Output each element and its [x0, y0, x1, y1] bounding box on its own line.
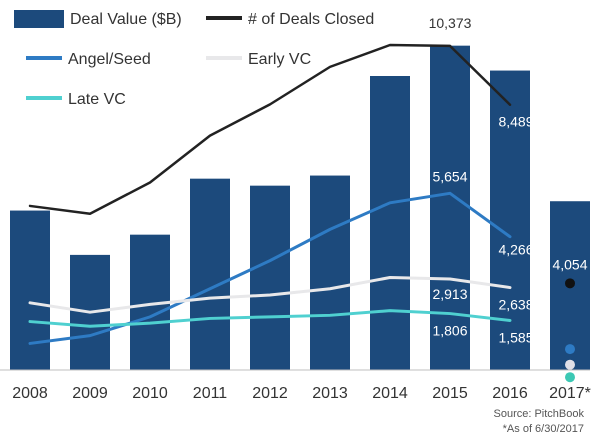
- legend-label-of-deals-closed: # of Deals Closed: [248, 11, 374, 28]
- bar-2008: [10, 210, 50, 370]
- line-late-vc: [28, 309, 512, 328]
- point-label-of-deals-closed-2015: 10,373: [429, 15, 472, 31]
- point-label-early-vc-2015: 2,913: [432, 286, 467, 302]
- point-label-early-vc-2016: 2,638: [498, 297, 533, 313]
- x-tick-labels: 2008 2009 2010 2011 2012 2013 2014 2015 2016 2017…: [12, 385, 591, 402]
- point-labels-layer: 10,373 8,489 5,654 4,266 2,913 2,638 1,806 1,58…: [429, 15, 588, 346]
- lines-layer: [28, 43, 575, 383]
- x-tick-2011: 2011: [193, 385, 228, 402]
- x-tick-2014: 2014: [372, 385, 408, 402]
- point-label-late-vc-2016: 1,585: [498, 329, 533, 345]
- legend-swatch-deal-value-b: [14, 10, 64, 28]
- legend-label-angel-seed: Angel/Seed: [68, 51, 151, 68]
- point-label-angel-seed-2016: 4,266: [498, 242, 533, 258]
- line-early-vc: [28, 276, 512, 314]
- bar-2015: [430, 45, 470, 371]
- point-2017-angel-seed: [565, 344, 575, 355]
- line-of-deals-closed: [28, 43, 512, 215]
- bar-2012: [250, 185, 290, 370]
- x-tick-2008: 2008: [12, 385, 48, 402]
- point-2017-of-deals-closed: [565, 278, 575, 289]
- legend-label-deal-value-b: Deal Value ($B): [70, 11, 182, 28]
- bar-2011: [190, 178, 230, 370]
- bars-layer: [10, 45, 590, 371]
- x-tick-2015: 2015: [432, 385, 468, 402]
- footnote: *As of 6/30/2017: [502, 423, 584, 435]
- x-tick-2010: 2010: [132, 385, 168, 402]
- point-2017-early-vc: [565, 359, 575, 370]
- x-tick-2016: 2016: [492, 385, 528, 402]
- x-tick-2012: 2012: [252, 385, 288, 402]
- point-label-late-vc-2015: 1,806: [432, 323, 467, 339]
- line-angel-seed: [28, 191, 512, 345]
- point-label-2017-of-deals-closed: 4,054: [552, 256, 587, 272]
- bar-2014: [370, 76, 410, 370]
- legend-label-early-vc: Early VC: [248, 51, 311, 68]
- x-tick-2009: 2009: [72, 385, 108, 402]
- bar-2013: [310, 175, 350, 370]
- point-label-of-deals-closed-2016: 8,489: [498, 114, 533, 130]
- point-2017-late-vc: [565, 372, 575, 383]
- legend-label-late-vc: Late VC: [68, 91, 126, 108]
- source-note: Source: PitchBook: [493, 408, 585, 420]
- x-tick-2017: 2017*: [549, 385, 591, 402]
- point-label-angel-seed-2015: 5,654: [432, 168, 467, 184]
- legend: Deal Value ($B) # of Deals Closed Angel/Se…: [14, 10, 374, 108]
- x-tick-2013: 2013: [312, 385, 348, 402]
